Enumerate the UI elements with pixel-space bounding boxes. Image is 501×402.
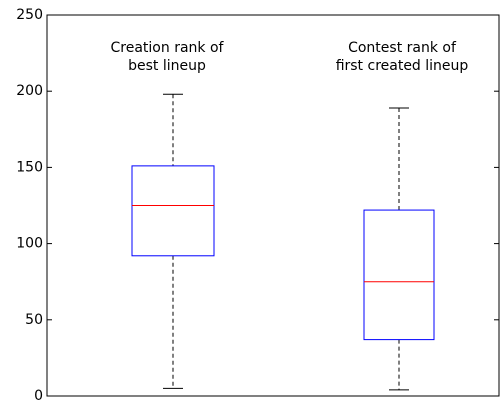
y-tick-label: 100: [16, 236, 43, 252]
annotation: best lineup: [128, 58, 206, 74]
box: [131, 165, 215, 257]
y-tick-label: 50: [25, 312, 43, 328]
y-tick-label: 150: [16, 159, 43, 175]
annotation: Contest rank of: [348, 40, 457, 56]
y-tick-label: 0: [34, 388, 43, 402]
annotation: first created lineup: [336, 58, 469, 74]
annotation: Creation rank of: [111, 40, 225, 56]
y-tick-label: 250: [16, 7, 43, 23]
box: [363, 209, 435, 341]
plot-frame: [46, 14, 500, 397]
y-tick-label: 200: [16, 83, 43, 99]
